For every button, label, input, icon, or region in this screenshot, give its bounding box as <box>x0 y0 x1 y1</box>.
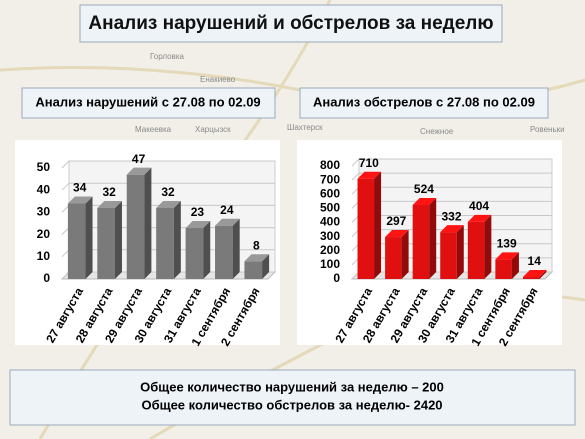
y-tick-label: 10 <box>37 249 51 263</box>
bar-top <box>126 167 152 175</box>
bar-top <box>215 218 240 226</box>
y-tick-label: 50 <box>37 160 51 174</box>
y-tick-label: 400 <box>320 215 340 229</box>
bar-side <box>232 218 240 279</box>
map-label: Снежное <box>420 127 454 136</box>
chart-title: Анализ обстрелов с 27.08 по 02.09 <box>313 94 535 109</box>
data-label: 710 <box>359 156 379 170</box>
bar <box>385 237 402 279</box>
header-title: Анализ нарушений и обстрелов за неделю <box>88 13 493 34</box>
data-label: 524 <box>414 182 434 196</box>
bar <box>357 178 375 279</box>
bar-side <box>144 167 152 279</box>
data-label: 47 <box>132 152 146 166</box>
data-label: 23 <box>191 205 205 219</box>
bar-side <box>203 220 211 279</box>
bar-side <box>85 196 93 279</box>
bar-side <box>374 171 382 279</box>
map-label: Шахтерск <box>287 123 323 132</box>
data-label: 32 <box>161 185 175 199</box>
grid-line <box>351 172 552 181</box>
y-tick-label: 100 <box>320 257 340 271</box>
grid-line <box>351 158 552 167</box>
header-box <box>79 4 503 43</box>
bar-top <box>440 225 464 233</box>
data-label: 404 <box>469 199 489 213</box>
bar-top <box>185 220 211 228</box>
y-tick-label: 600 <box>320 186 340 200</box>
bar-top <box>467 214 492 222</box>
bar-top <box>522 270 547 278</box>
grid-line <box>61 160 275 169</box>
bar-side <box>401 230 409 279</box>
bar-top <box>244 254 270 262</box>
bar-side <box>173 200 181 279</box>
bar-side <box>429 197 437 279</box>
bar-top <box>97 200 122 208</box>
bar-top <box>385 230 409 238</box>
data-label: 139 <box>497 237 517 251</box>
bar <box>97 207 115 279</box>
y-tick-label: 20 <box>37 227 51 241</box>
y-tick-label: 30 <box>37 205 51 219</box>
data-label: 332 <box>441 209 461 223</box>
bar <box>126 174 145 279</box>
bar <box>156 207 174 279</box>
bar <box>244 261 263 279</box>
y-tick-label: 200 <box>320 243 340 257</box>
y-tick-label: 500 <box>320 201 340 215</box>
data-label: 14 <box>528 254 542 268</box>
y-tick-label: 800 <box>320 158 340 172</box>
bar-top <box>495 252 519 260</box>
data-label: 297 <box>386 214 406 228</box>
bar <box>185 227 204 279</box>
bar-side <box>456 225 464 279</box>
map-label: Ровеньки <box>530 125 565 134</box>
bar <box>522 277 540 279</box>
footer-line: Общее количество обстрелов за неделю- 24… <box>141 397 442 412</box>
bar <box>67 203 86 279</box>
map-label: Харцызск <box>195 125 231 134</box>
y-tick-label: 40 <box>37 182 51 196</box>
bar-top <box>412 197 437 205</box>
data-label: 34 <box>73 181 87 195</box>
bar-side <box>262 254 270 279</box>
bar-side <box>511 252 519 279</box>
y-tick-label: 0 <box>43 271 50 285</box>
data-label: 32 <box>102 185 116 199</box>
footer-box <box>9 369 576 426</box>
bar <box>215 225 233 279</box>
bar <box>495 259 512 279</box>
bar <box>467 221 485 279</box>
chart-title-box <box>299 87 549 119</box>
data-label: 8 <box>253 238 260 252</box>
bar <box>440 232 457 279</box>
y-tick-label: 700 <box>320 172 340 186</box>
bar-top <box>357 171 382 179</box>
bar-top <box>67 196 93 204</box>
y-tick-label: 0 <box>333 271 340 285</box>
map-label: Макеевка <box>135 125 172 134</box>
y-tick-label: 300 <box>320 229 340 243</box>
map-label: Енакиево <box>200 75 236 84</box>
bar-side <box>539 270 547 279</box>
bar <box>412 204 430 279</box>
chart-title: Анализ нарушений с 27.08 по 02.09 <box>35 94 260 109</box>
map-label: Горловка <box>150 52 185 61</box>
footer-line: Общее количество нарушений за неделю – 2… <box>140 379 444 394</box>
bar-side <box>114 200 122 279</box>
bar-top <box>156 200 181 208</box>
grid-line <box>61 182 275 191</box>
bar-side <box>484 214 492 279</box>
data-label: 24 <box>220 203 234 217</box>
chart-title-box <box>21 87 276 119</box>
